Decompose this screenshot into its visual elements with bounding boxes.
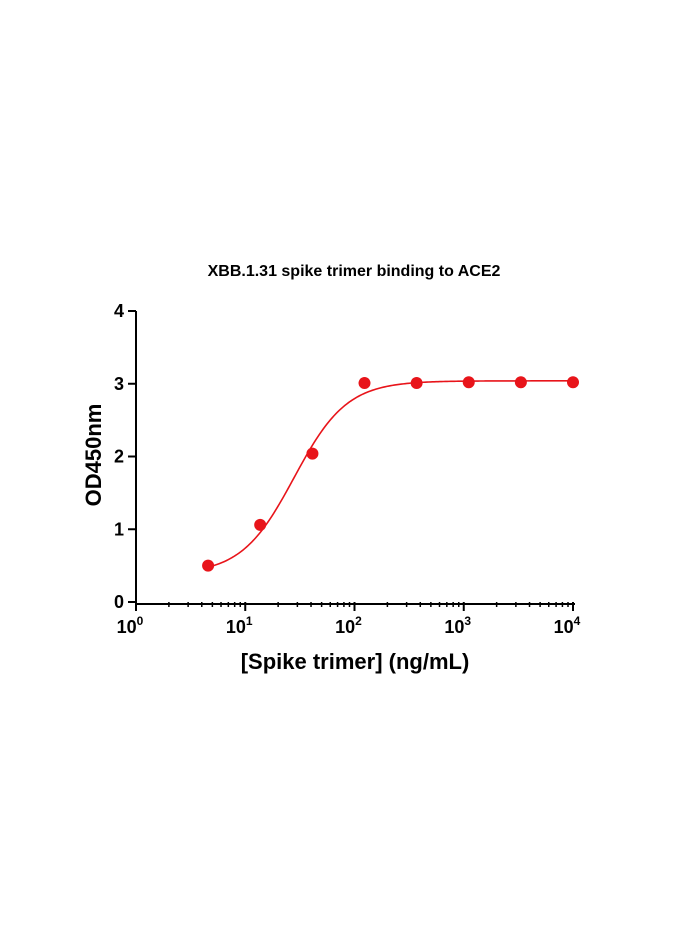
x-tick-base: 10 (554, 617, 574, 637)
x-tick-label: 104 (554, 614, 581, 637)
y-tick-label: 3 (114, 374, 124, 394)
data-point (514, 376, 527, 389)
data-point (306, 447, 319, 460)
data-point (410, 377, 423, 390)
x-tick-exponent: 1 (246, 614, 253, 628)
chart-title: XBB.1.31 spike trimer binding to ACE2 (208, 263, 501, 280)
y-axis-label: OD450nm (81, 404, 106, 507)
fit-curve (207, 380, 574, 568)
x-tick-exponent: 0 (137, 614, 144, 628)
x-tick-exponent: 2 (355, 614, 362, 628)
data-point (462, 376, 475, 389)
y-tick-label: 1 (114, 519, 124, 539)
x-tick-exponent: 3 (464, 614, 471, 628)
x-tick-base: 10 (226, 617, 246, 637)
y-tick-label: 0 (114, 592, 124, 612)
x-tick-base: 10 (335, 617, 355, 637)
x-tick-base: 10 (444, 617, 464, 637)
data-point (254, 518, 267, 531)
x-tick-exponent: 4 (574, 614, 581, 628)
y-tick-label: 4 (114, 301, 124, 321)
x-ticks: 100 101 102 103 104 (117, 602, 581, 637)
data-point (202, 559, 215, 572)
x-tick-label: 103 (444, 614, 471, 637)
x-tick-label: 101 (226, 614, 253, 637)
data-point (567, 376, 579, 389)
data-point (358, 377, 371, 390)
y-tick-label: 2 (114, 447, 124, 467)
x-tick-base: 10 (117, 617, 137, 637)
x-tick-label: 102 (335, 614, 362, 637)
y-ticks: 0 1 2 3 4 (114, 301, 136, 612)
x-axis-label: [Spike trimer] (ng/mL) (241, 649, 470, 674)
data-points (202, 376, 579, 572)
x-tick-label: 100 (117, 614, 144, 637)
